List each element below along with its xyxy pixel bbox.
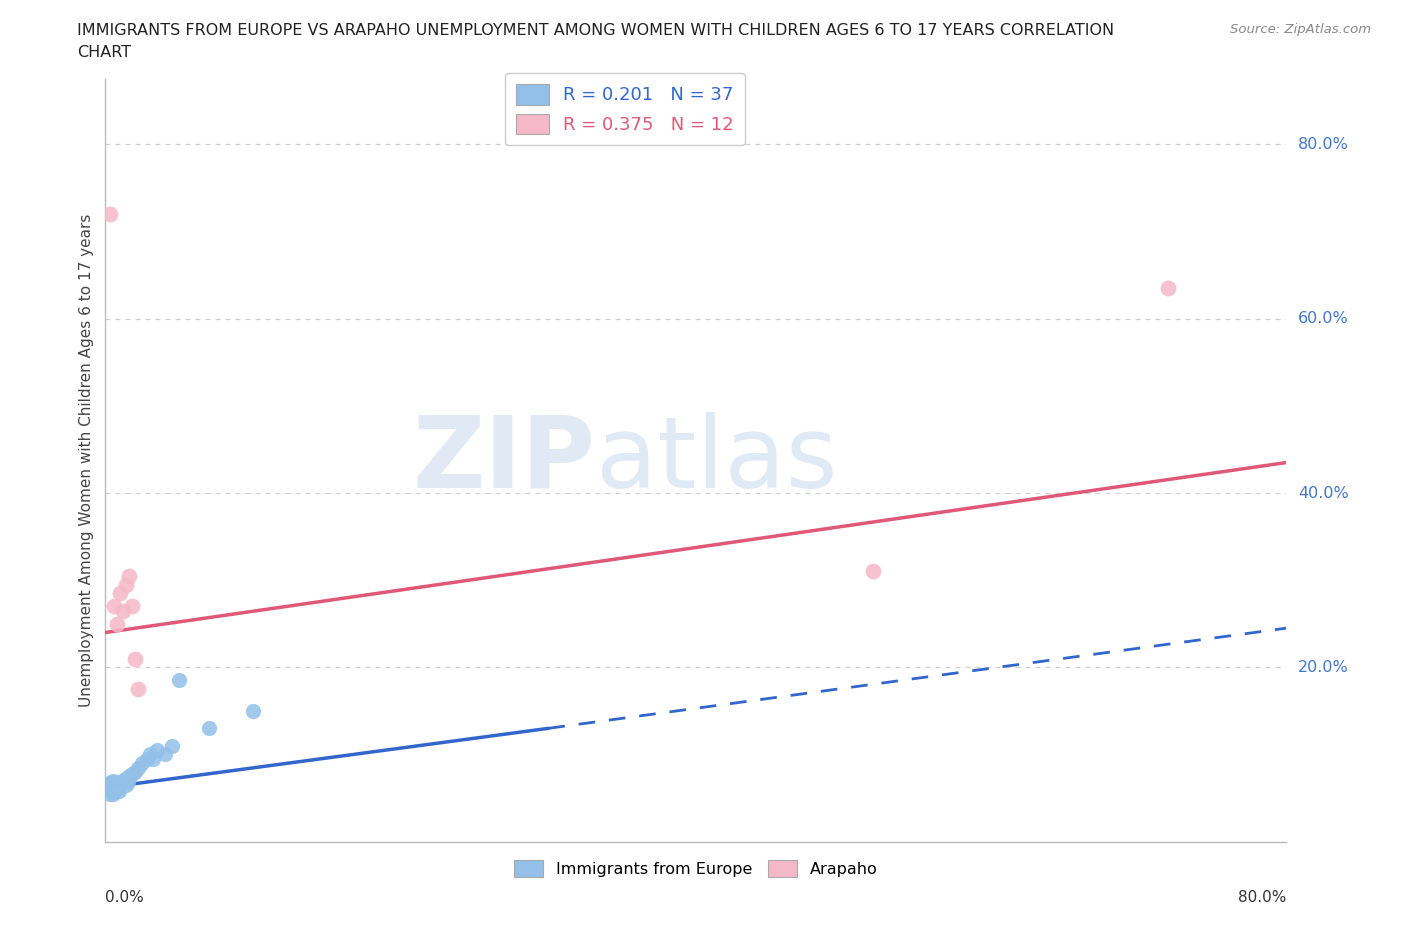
Text: atlas: atlas	[596, 412, 837, 509]
Point	[160, 738, 183, 753]
Text: 20.0%: 20.0%	[1298, 660, 1348, 675]
Point	[103, 779, 125, 794]
Point	[146, 743, 169, 758]
Point	[110, 777, 132, 792]
Point	[100, 784, 122, 799]
Text: 60.0%: 60.0%	[1298, 312, 1348, 326]
Text: 40.0%: 40.0%	[1298, 485, 1348, 500]
Point	[107, 784, 129, 799]
Point	[124, 764, 146, 779]
Point	[135, 751, 157, 766]
Point	[107, 780, 129, 795]
Point	[118, 568, 141, 583]
Point	[105, 777, 128, 792]
Point	[197, 721, 219, 736]
Point	[98, 786, 121, 801]
Point	[111, 773, 134, 788]
Text: CHART: CHART	[77, 45, 131, 60]
Point	[112, 604, 135, 618]
Point	[169, 673, 191, 688]
Point	[105, 782, 128, 797]
Text: 80.0%: 80.0%	[1239, 890, 1286, 905]
Point	[100, 775, 122, 790]
Point	[98, 206, 121, 221]
Point	[131, 756, 153, 771]
Point	[127, 682, 149, 697]
Point	[105, 617, 128, 631]
Point	[112, 775, 135, 790]
Point	[114, 772, 136, 787]
Point	[101, 773, 124, 788]
Point	[121, 599, 143, 614]
Point	[142, 751, 165, 766]
Y-axis label: Unemployment Among Women with Children Ages 6 to 17 years: Unemployment Among Women with Children A…	[79, 214, 94, 707]
Point	[103, 784, 125, 799]
Point	[118, 769, 141, 784]
Point	[104, 780, 127, 795]
Point	[103, 599, 125, 614]
Legend: Immigrants from Europe, Arapaho: Immigrants from Europe, Arapaho	[508, 854, 884, 883]
Point	[101, 782, 124, 797]
Point	[124, 651, 146, 666]
Text: ZIP: ZIP	[413, 412, 596, 509]
Point	[117, 775, 139, 790]
Point	[121, 766, 143, 781]
Text: Source: ZipAtlas.com: Source: ZipAtlas.com	[1230, 23, 1371, 36]
Point	[110, 586, 132, 601]
Text: IMMIGRANTS FROM EUROPE VS ARAPAHO UNEMPLOYMENT AMONG WOMEN WITH CHILDREN AGES 6 : IMMIGRANTS FROM EUROPE VS ARAPAHO UNEMPL…	[77, 23, 1115, 38]
Point	[127, 760, 149, 775]
Point	[100, 780, 122, 795]
Point	[1157, 281, 1180, 296]
Point	[138, 747, 162, 762]
Point	[104, 775, 127, 790]
Point	[97, 782, 120, 797]
Text: 0.0%: 0.0%	[105, 890, 145, 905]
Point	[115, 777, 138, 792]
Point	[115, 578, 138, 592]
Text: 80.0%: 80.0%	[1298, 137, 1350, 152]
Point	[242, 703, 264, 718]
Point	[101, 786, 124, 801]
Point	[98, 777, 121, 792]
Point	[862, 564, 884, 578]
Point	[153, 747, 176, 762]
